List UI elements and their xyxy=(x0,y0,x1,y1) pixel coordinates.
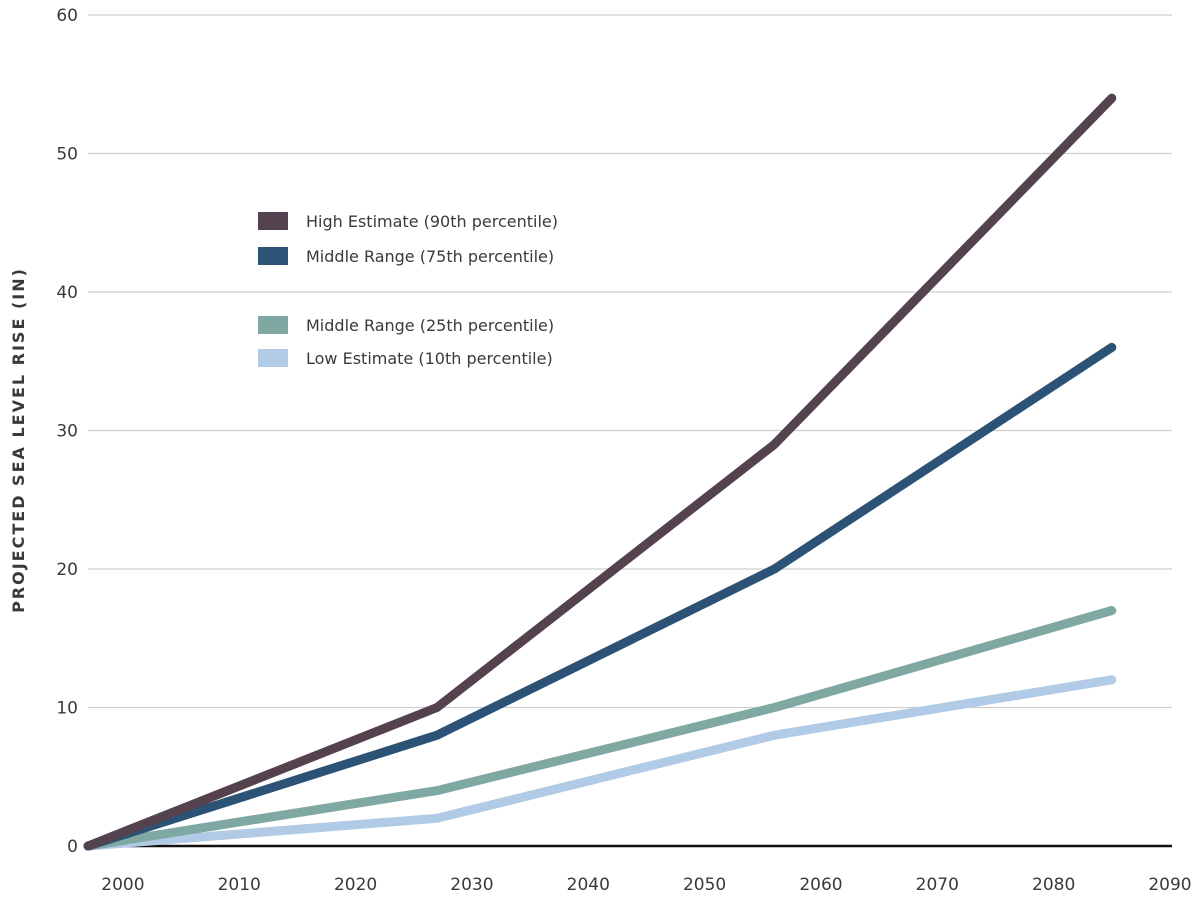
x-tick-label: 2030 xyxy=(450,875,493,895)
series-line-2 xyxy=(83,606,1117,851)
legend-label: High Estimate (90th percentile) xyxy=(306,212,558,231)
series-line-3 xyxy=(83,675,1117,851)
legend-label: Middle Range (25th percentile) xyxy=(306,316,554,335)
legend-swatch xyxy=(258,349,288,367)
y-tick-label: 10 xyxy=(56,699,78,719)
y-tick-labels: 0 10 20 30 40 50 60 xyxy=(56,6,78,857)
y-tick-label: 0 xyxy=(67,837,78,857)
x-tick-label: 2000 xyxy=(101,875,144,895)
series-line-0 xyxy=(83,93,1117,851)
legend-swatch xyxy=(258,316,288,334)
x-tick-label: 2070 xyxy=(916,875,959,895)
x-tick-label: 2040 xyxy=(567,875,610,895)
legend: High Estimate (90th percentile) Middle Ra… xyxy=(258,212,558,368)
legend-swatch xyxy=(258,247,288,265)
x-tick-label: 2020 xyxy=(334,875,377,895)
y-tick-label: 30 xyxy=(56,422,78,442)
y-tick-label: 20 xyxy=(56,560,78,580)
y-tick-label: 50 xyxy=(56,145,78,165)
x-tick-label: 2050 xyxy=(683,875,726,895)
y-tick-label: 60 xyxy=(56,6,78,26)
series-line-1 xyxy=(83,342,1117,851)
x-tick-label: 2010 xyxy=(218,875,261,895)
grid-layer xyxy=(88,14,1172,848)
y-axis-label: PROJECTED SEA LEVEL RISE (IN) xyxy=(9,267,28,613)
legend-label: Low Estimate (10th percentile) xyxy=(306,349,553,368)
series-lines xyxy=(83,93,1117,851)
x-tick-label: 2090 xyxy=(1148,875,1191,895)
x-tick-label: 2060 xyxy=(799,875,842,895)
legend-swatch xyxy=(258,212,288,230)
x-tick-label: 2080 xyxy=(1032,875,1075,895)
x-tick-labels: 2000 2010 2020 2030 2040 2050 2060 2070 2080 2090 xyxy=(101,875,1191,895)
y-tick-label: 40 xyxy=(56,283,78,303)
legend-label: Middle Range (75th percentile) xyxy=(306,247,554,266)
